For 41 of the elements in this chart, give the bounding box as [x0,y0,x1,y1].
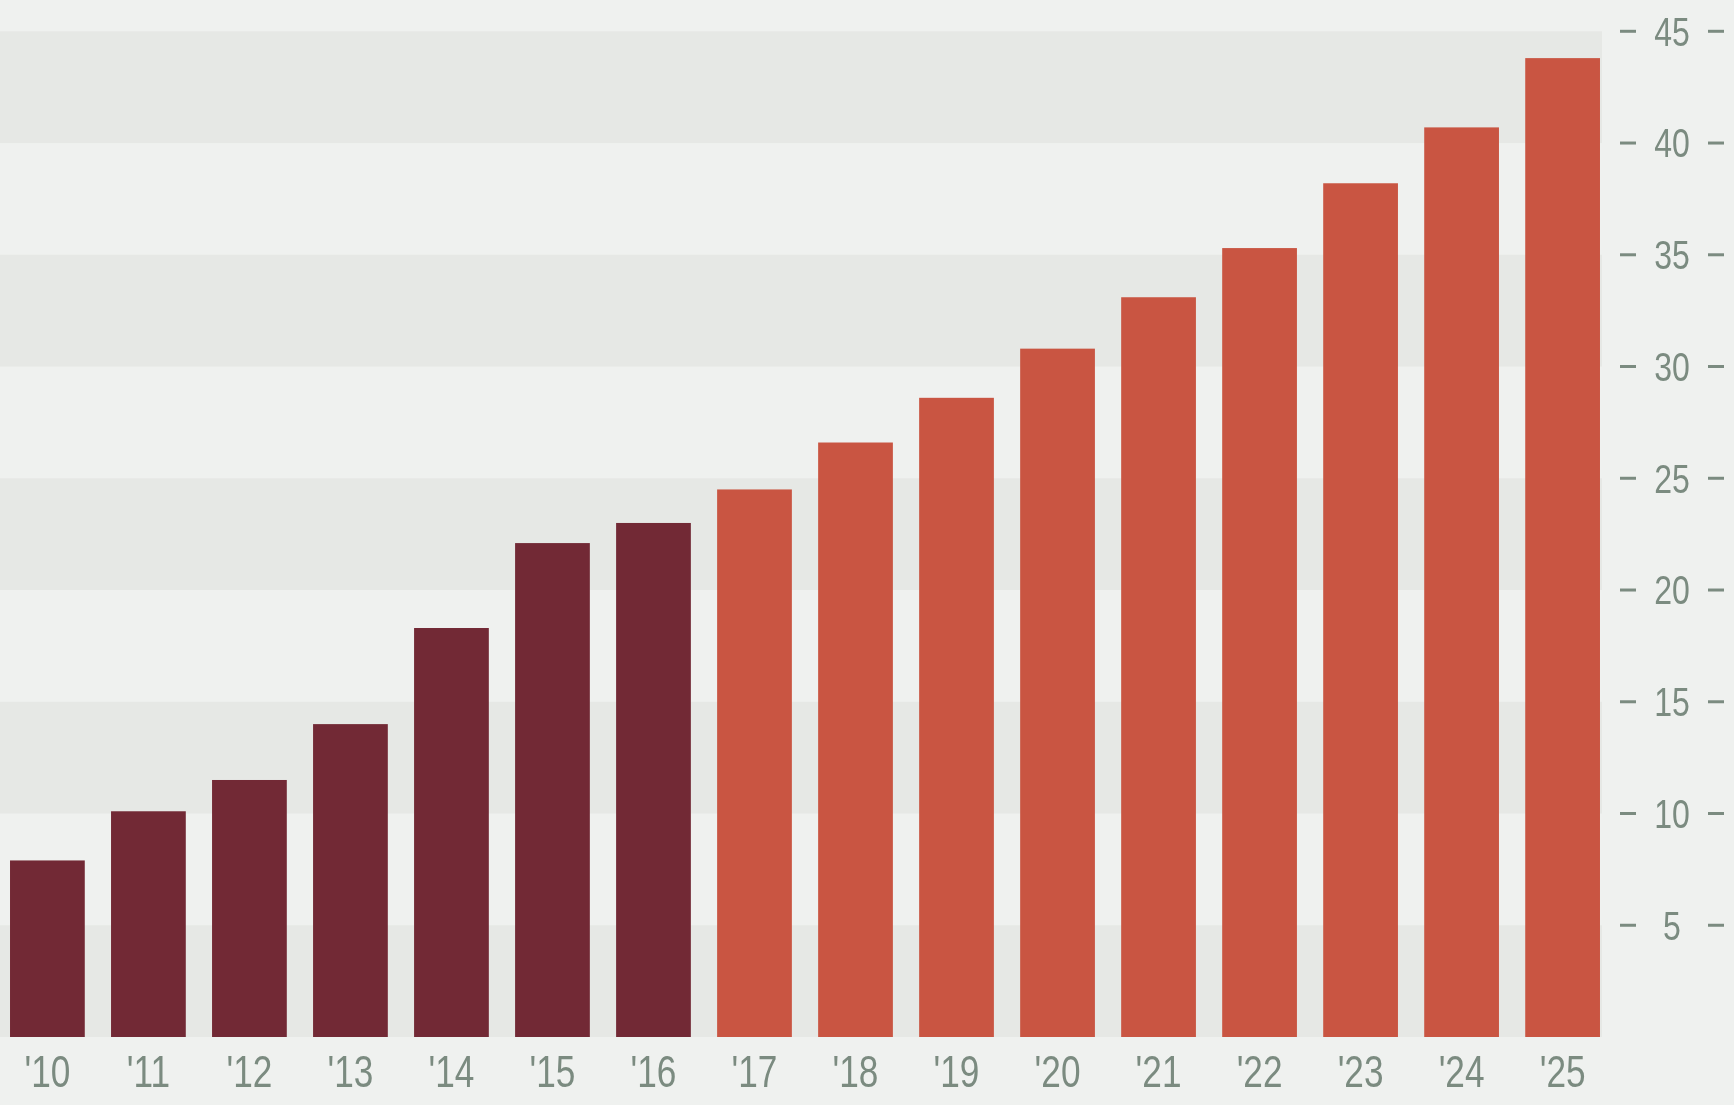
x-tick-label: '13 [327,1047,374,1096]
bar [1525,58,1600,1037]
bar [919,397,994,1037]
y-tick-label: 25 [1654,456,1690,502]
x-tick-label: '16 [630,1047,677,1096]
x-tick-label: '25 [1539,1047,1586,1096]
x-tick-label: '15 [529,1047,576,1096]
bar [111,811,186,1037]
bar [818,442,893,1037]
x-tick-label: '18 [832,1047,879,1096]
bar [1020,348,1095,1037]
x-tick-label: '21 [1135,1047,1182,1096]
x-tick-label: '20 [1034,1047,1081,1096]
y-tick-label: 30 [1654,344,1690,390]
bar [1424,127,1499,1037]
x-tick-label: '23 [1337,1047,1384,1096]
x-tick-label: '11 [126,1047,171,1096]
y-tick-label: 10 [1654,791,1690,837]
bar [1222,248,1297,1037]
bar [212,779,287,1037]
bar [414,628,489,1037]
y-tick-label: 15 [1654,679,1690,725]
bar [1323,183,1398,1037]
y-tick-label: 20 [1654,567,1690,614]
x-tick-label: '19 [933,1047,980,1096]
bar [1121,297,1196,1037]
bar [717,489,792,1037]
bar [313,724,388,1037]
x-tick-label: '17 [731,1047,778,1096]
y-tick-label: 45 [1654,9,1690,55]
bar [10,860,85,1037]
x-tick-label: '14 [428,1047,475,1096]
y-tick-label: 35 [1654,232,1690,279]
x-tick-label: '22 [1236,1047,1283,1096]
y-tick-label: 40 [1654,120,1690,167]
x-tick-label: '12 [226,1047,273,1096]
bar [616,522,691,1037]
bar [515,543,590,1037]
y-tick-label: 5 [1663,903,1681,949]
x-tick-label: '24 [1438,1047,1485,1096]
x-tick-label: '10 [24,1047,71,1096]
